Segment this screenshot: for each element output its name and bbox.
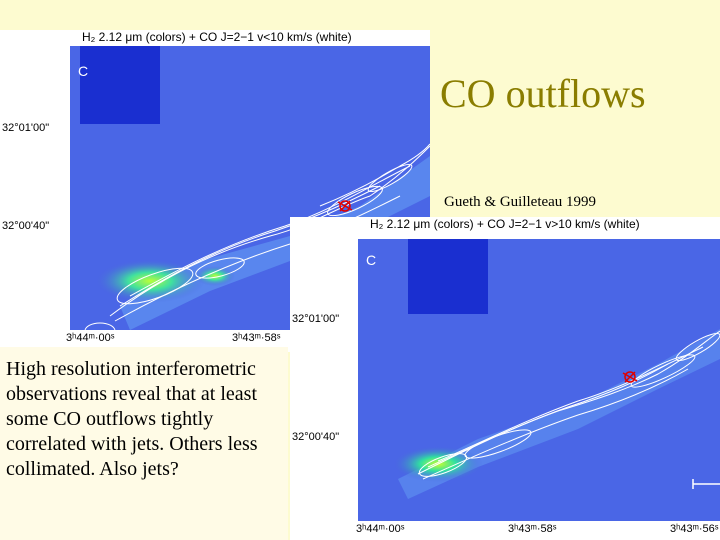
h2-image-map: C	[358, 239, 720, 521]
caption-text: High resolution interferometric observat…	[0, 347, 288, 540]
x-tick-label: 3ʰ44ᵐ·00ˢ	[356, 523, 405, 535]
h2-image-map: C	[70, 46, 430, 330]
slide-title: CO outflows	[440, 71, 646, 116]
y-tick-label: 32°01'00"	[292, 313, 340, 325]
citation: Gueth & Guilleteau 1999	[444, 194, 597, 210]
x-tick-label: 3ʰ43ᵐ·58ˢ	[508, 523, 557, 535]
figure-panel-low-velocity: H₂ 2.12 μm (colors) + CO J=2−1 v<10 km/s…	[0, 30, 430, 352]
x-tick-label: 3ʰ44ᵐ·00ˢ	[66, 332, 115, 344]
panel-letter: C	[366, 252, 376, 268]
y-tick-label: 32°00'40"	[292, 431, 340, 443]
x-tick-label: 3ʰ43ᵐ·56ˢ	[670, 523, 719, 535]
panel-header: H₂ 2.12 μm (colors) + CO J=2−1 v>10 km/s…	[370, 217, 720, 233]
panel-letter: C	[78, 63, 88, 79]
x-tick-label: 3ʰ43ᵐ·58ˢ	[232, 332, 281, 344]
panel-header: H₂ 2.12 μm (colors) + CO J=2−1 v<10 km/s…	[82, 30, 430, 46]
y-tick-label: 32°00'40"	[2, 220, 50, 232]
figure-panel-high-velocity: H₂ 2.12 μm (colors) + CO J=2−1 v>10 km/s…	[290, 217, 720, 540]
y-tick-label: 32°01'00"	[2, 122, 50, 134]
